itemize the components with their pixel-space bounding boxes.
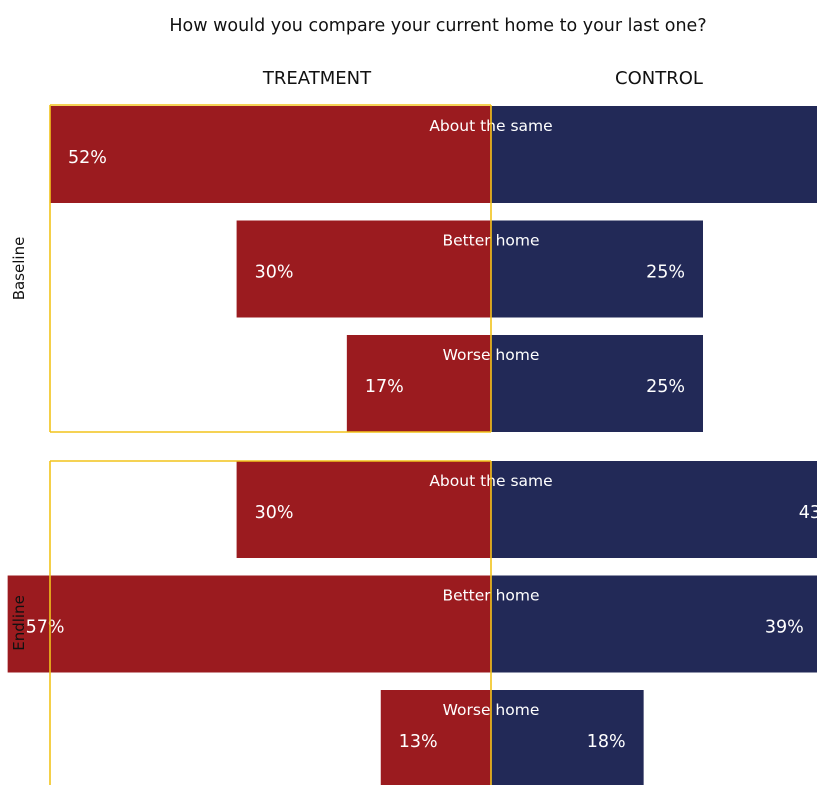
control-value-label: 25% (646, 263, 685, 283)
treatment-value-label: 52% (68, 148, 107, 168)
treatment-value-label: 30% (255, 503, 294, 523)
treatment-value-label: 17% (365, 377, 404, 397)
chart-title: How would you compare your current home … (169, 16, 706, 36)
control-value-label: 18% (587, 732, 626, 752)
control-value-label: 43% (799, 503, 817, 523)
control-bar-worse-home (491, 690, 644, 787)
treatment-column-label: TREATMENT (262, 68, 372, 89)
treatment-bar-worse-home (346, 335, 491, 432)
control-bar-about-the-same (491, 106, 817, 203)
group-label-endline: Endline (10, 595, 28, 651)
treatment-bar-better-home (236, 220, 491, 318)
control-column-label: CONTROL (615, 68, 703, 89)
treatment-bar-about-the-same (50, 106, 491, 203)
control-bar-better-home (491, 575, 817, 673)
treatment-bar-better-home (7, 575, 491, 673)
control-value-label: 39% (765, 618, 804, 638)
treatment-value-label: 30% (255, 263, 294, 283)
control-bar-worse-home (491, 335, 703, 432)
treatment-bar-worse-home (380, 690, 491, 787)
control-value-label: 25% (646, 377, 685, 397)
treatment-value-label: 57% (26, 618, 65, 638)
treatment-bar-about-the-same (236, 461, 491, 558)
control-bar-about-the-same (491, 461, 817, 558)
control-bar-better-home (491, 220, 703, 318)
group-label-baseline: Baseline (10, 237, 28, 301)
treatment-value-label: 13% (399, 732, 438, 752)
